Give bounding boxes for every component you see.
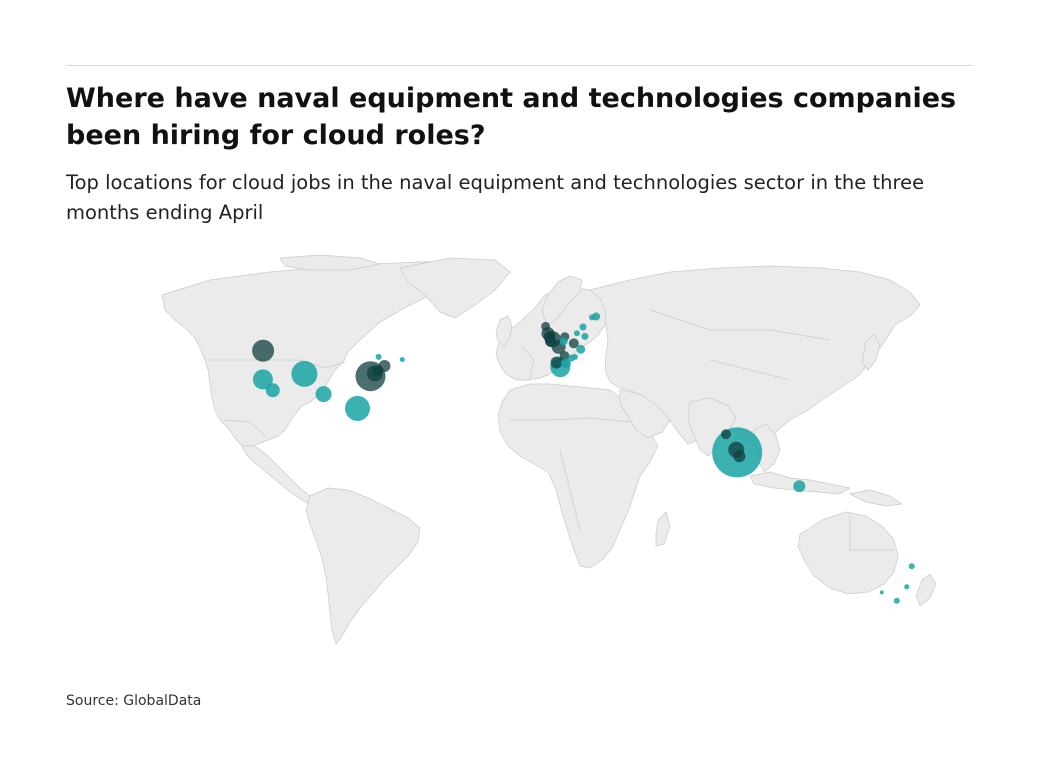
land-greenland [399,257,511,319]
location-bubble [252,369,273,390]
border-usa-mexico [224,419,266,437]
location-bubble [576,344,586,354]
location-bubble [572,353,578,360]
location-bubble [545,335,556,347]
location-bubble [904,584,910,590]
location-bubble [733,450,746,463]
world-map [161,254,937,645]
location-bubble [372,365,383,376]
location-bubble [345,395,370,421]
land-japan [861,333,881,371]
chart-title: Where have naval equipment and technolog… [66,83,957,151]
land-new-zealand [915,573,937,607]
location-bubble [559,337,568,346]
location-bubble [579,323,587,331]
border-africa-1 [510,417,631,423]
chart-subtitle: Top locations for cloud jobs in the nava… [66,171,925,224]
location-bubble [265,383,280,398]
land-arabia [619,389,671,439]
country-borders [210,309,894,551]
border-australia [849,516,894,551]
location-bubble [793,480,806,493]
marker-layer [252,312,915,604]
location-bubble [893,597,900,604]
land-arctic-islands [279,254,381,271]
border-asia-2 [709,359,791,381]
location-bubble [879,590,884,595]
land-great-britain [495,315,513,347]
land-south-america [305,487,421,645]
land-madagascar [655,511,671,547]
land-africa [497,383,659,569]
location-bubble [541,321,551,331]
border-asia-1 [649,309,831,341]
border-africa-2 [559,449,581,531]
location-bubble [573,330,580,337]
land-layer [161,254,937,645]
location-bubble [581,332,589,340]
location-bubble [315,386,332,403]
location-bubble [375,353,382,360]
location-bubble [589,314,595,321]
border-europe-1 [521,345,535,379]
land-australia [797,511,899,595]
location-bubble [908,563,915,570]
location-bubble [568,338,579,349]
location-bubble [399,357,405,362]
land-new-guinea [849,489,903,507]
location-bubble [550,356,563,369]
top-divider [66,65,973,66]
land-scandinavia [541,275,583,325]
location-bubble [252,339,275,362]
location-bubble [291,360,318,387]
location-bubble [721,429,731,440]
source-note: Source: GlobalData [66,693,202,709]
land-central-america [241,445,317,507]
location-bubble [560,358,571,369]
